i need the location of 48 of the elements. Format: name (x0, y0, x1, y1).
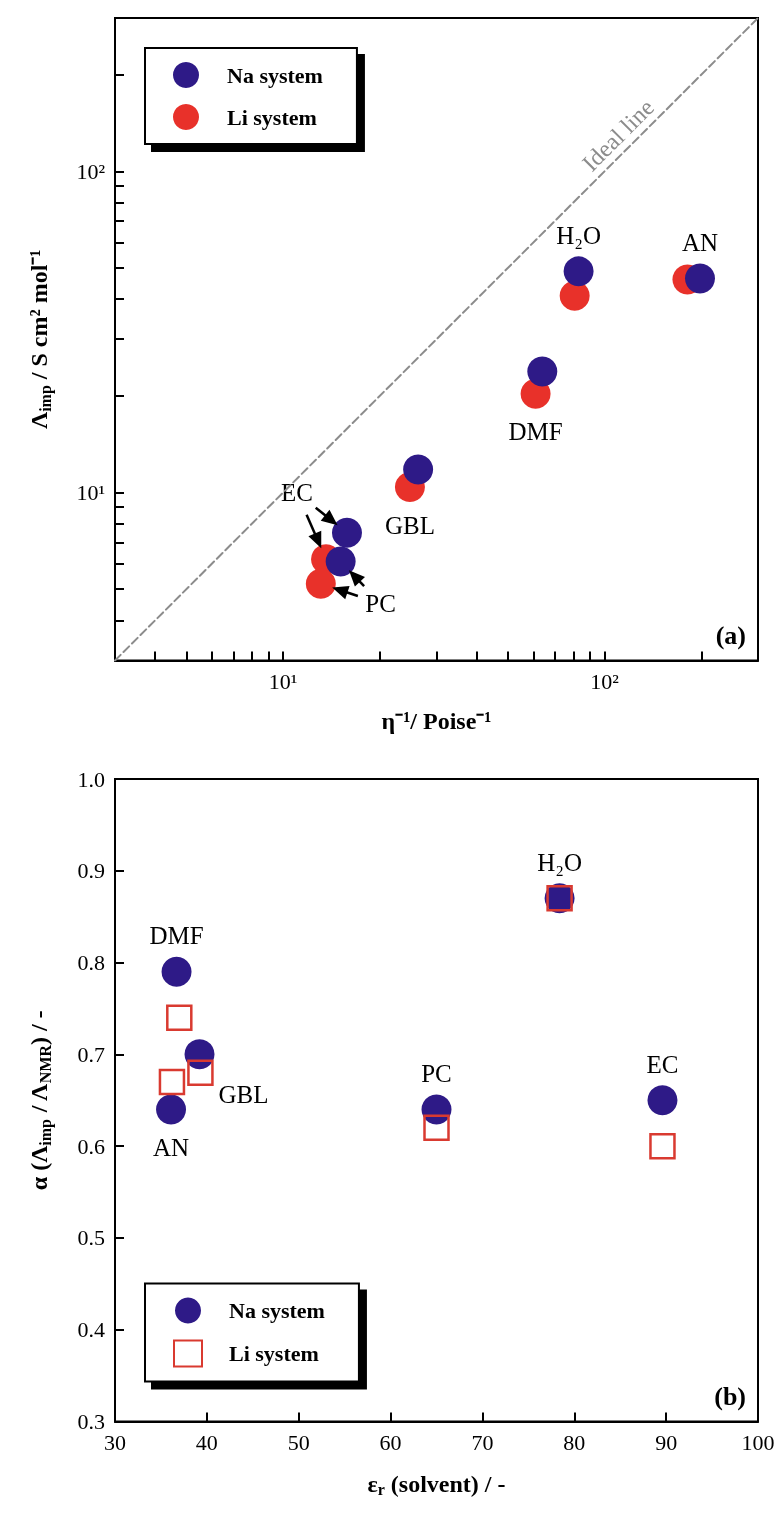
annotation: DMF (508, 418, 563, 446)
legend-label: Na system (229, 1297, 325, 1323)
y-tick-label: 0.7 (77, 1041, 105, 1067)
point (166, 1003, 193, 1031)
annotation: H₂O (556, 221, 601, 249)
y-tick-label: 0.4 (77, 1316, 105, 1342)
point (156, 1093, 187, 1124)
annotation: (a) (715, 621, 747, 650)
x-tick-label: 90 (655, 1429, 678, 1455)
annotation: AN (152, 1133, 190, 1161)
x-axis-title: η⁻¹/ Poise⁻¹ (381, 707, 492, 734)
point (158, 1068, 186, 1095)
annotation: AN (681, 228, 719, 256)
annotation: PC (365, 589, 396, 617)
y-tick-label: 0.3 (77, 1408, 105, 1434)
y-tick-label: 10¹ (76, 480, 105, 506)
point (161, 956, 192, 987)
y-axis-title: α (Λimp / ΛNMR) / - (26, 1009, 55, 1190)
x-tick-label: 40 (195, 1429, 218, 1455)
annotation: (b) (714, 1381, 746, 1411)
x-tick-label: 100 (741, 1429, 775, 1455)
legend-label: Li system (227, 104, 317, 130)
point (647, 1084, 678, 1115)
legend-label: Li system (229, 1340, 319, 1366)
point (187, 1058, 214, 1086)
annotation: EC (281, 479, 313, 507)
point (423, 1114, 450, 1141)
annotation: GBL (218, 1080, 269, 1108)
y-tick-label: 0.8 (77, 949, 105, 975)
annotation: H₂O (537, 848, 582, 876)
y-tick-label: 0.9 (77, 857, 105, 883)
x-tick-label: 80 (563, 1429, 586, 1455)
y-tick-label: 1.0 (77, 766, 105, 791)
x-tick-label: 50 (287, 1429, 310, 1455)
point (649, 1132, 676, 1159)
y-tick-label: 0.5 (77, 1224, 105, 1250)
legend-label: Na system (227, 62, 323, 88)
annotation: PC (421, 1059, 452, 1087)
x-tick-label: 60 (379, 1429, 402, 1455)
annotation: EC (646, 1050, 679, 1078)
point (421, 1093, 452, 1124)
x-tick-label: 30 (104, 1429, 126, 1455)
y-tick-label: 10² (76, 158, 106, 184)
x-tick-label: 70 (471, 1429, 494, 1455)
annotation: GBL (384, 511, 435, 539)
annotation: DMF (149, 921, 204, 949)
y-axis-title: Λimp / S cm² mol⁻¹ (26, 249, 55, 430)
y-tick-label: 0.6 (77, 1133, 105, 1159)
